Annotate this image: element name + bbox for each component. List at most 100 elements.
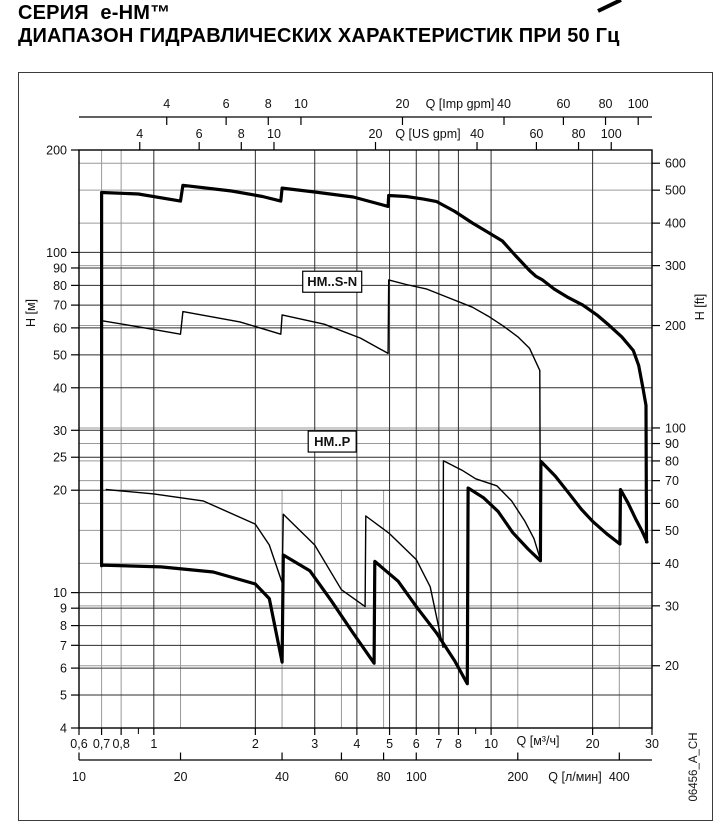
svg-text:10: 10 [484, 737, 498, 751]
svg-text:20: 20 [369, 127, 383, 141]
svg-text:30: 30 [645, 737, 659, 751]
svg-text:7: 7 [435, 737, 442, 751]
svg-text:8: 8 [238, 127, 245, 141]
envelope-curves [100, 183, 649, 686]
svg-text:Q [US gpm]: Q [US gpm] [395, 127, 460, 141]
svg-text:5: 5 [386, 737, 393, 751]
annotation-hm-p: HM..P [307, 430, 357, 453]
svg-text:400: 400 [665, 217, 686, 231]
svg-text:80: 80 [377, 770, 391, 784]
svg-text:0,8: 0,8 [112, 737, 129, 751]
svg-text:6: 6 [223, 97, 230, 111]
svg-text:3: 3 [311, 737, 318, 751]
svg-text:100: 100 [46, 246, 67, 260]
svg-text:80: 80 [665, 454, 679, 468]
curve-hm-sn-lower [101, 279, 541, 461]
svg-text:90: 90 [53, 261, 67, 275]
svg-text:20: 20 [586, 737, 600, 751]
svg-text:06456_A_CH: 06456_A_CH [688, 732, 700, 801]
svg-text:6: 6 [60, 662, 67, 676]
svg-text:6: 6 [196, 127, 203, 141]
svg-text:10: 10 [267, 127, 281, 141]
svg-text:4: 4 [60, 722, 67, 736]
svg-text:10: 10 [72, 770, 86, 784]
svg-text:500: 500 [665, 184, 686, 198]
svg-text:Q [м³/ч]: Q [м³/ч] [517, 734, 560, 748]
svg-text:4: 4 [353, 737, 360, 751]
plot-frame [78, 149, 653, 729]
svg-text:40: 40 [275, 770, 289, 784]
svg-text:0,6: 0,6 [70, 737, 87, 751]
svg-text:400: 400 [609, 770, 630, 784]
svg-text:Q [л/мин]: Q [л/мин] [548, 770, 601, 784]
svg-text:80: 80 [572, 127, 586, 141]
axis-bottom-m3h: 0,6 0,7 0,8 1 2 3 4 5 6 7 8 10 20 30 Q [м³/ч] [70, 728, 659, 751]
svg-text:40: 40 [497, 97, 511, 111]
svg-text:70: 70 [665, 474, 679, 488]
svg-text:100: 100 [628, 97, 649, 111]
svg-text:40: 40 [53, 381, 67, 395]
svg-text:30: 30 [665, 599, 679, 613]
svg-text:4: 4 [136, 127, 143, 141]
svg-text:8: 8 [455, 737, 462, 751]
svg-text:8: 8 [60, 619, 67, 633]
svg-text:4: 4 [163, 97, 170, 111]
svg-text:60: 60 [334, 770, 348, 784]
svg-text:0,7: 0,7 [93, 737, 110, 751]
curve-hm-p-upper [105, 460, 542, 649]
figure-code: 06456_A_CH [688, 732, 700, 801]
annotation-hm-s-n: HM..S-N [302, 270, 363, 293]
axis-right-h-ft: 600 500 400 300 200 100 90 80 70 60 50 40 30 20 H [ft] [652, 157, 707, 673]
svg-text:100: 100 [601, 127, 622, 141]
svg-text:9: 9 [60, 602, 67, 616]
svg-text:1: 1 [150, 737, 157, 751]
svg-text:60: 60 [529, 127, 543, 141]
svg-text:90: 90 [665, 437, 679, 451]
svg-text:20: 20 [396, 97, 410, 111]
svg-text:30: 30 [53, 424, 67, 438]
svg-text:H [ft]: H [ft] [693, 294, 707, 320]
title-line-1: СЕРИЯ e-HM™ [18, 2, 171, 24]
svg-text:5: 5 [60, 689, 67, 703]
envelope-thick-boundary [100, 183, 649, 686]
svg-text:8: 8 [265, 97, 272, 111]
svg-text:300: 300 [665, 259, 686, 273]
svg-text:7: 7 [60, 639, 67, 653]
svg-text:60: 60 [556, 97, 570, 111]
axis-top-us-gpm: 4 6 8 10 20 40 60 80 100 Q [US gpm] [136, 127, 622, 150]
svg-text:40: 40 [665, 557, 679, 571]
grid-minor-gray [79, 150, 652, 728]
svg-text:60: 60 [53, 321, 67, 335]
axis-bottom-lmin: 10 20 40 60 80 100 200 400 Q [л/мин] [72, 752, 652, 784]
svg-text:50: 50 [53, 348, 67, 362]
svg-text:70: 70 [53, 299, 67, 313]
svg-text:80: 80 [53, 279, 67, 293]
svg-text:50: 50 [665, 524, 679, 538]
svg-text:6: 6 [413, 737, 420, 751]
svg-text:60: 60 [665, 497, 679, 511]
svg-text:200: 200 [46, 144, 67, 158]
svg-text:20: 20 [665, 659, 679, 673]
page-title: СЕРИЯ e-HM™ ДИАПАЗОН ГИДРАВЛИЧЕСКИХ ХАРА… [18, 2, 620, 48]
page-artifact-mark [597, 0, 622, 13]
svg-text:H [м]: H [м] [24, 299, 38, 327]
svg-text:20: 20 [53, 484, 67, 498]
svg-text:HM..P: HM..P [314, 434, 350, 449]
svg-text:100: 100 [665, 421, 686, 435]
svg-text:40: 40 [470, 127, 484, 141]
svg-text:100: 100 [406, 770, 427, 784]
figure-border [18, 72, 713, 821]
svg-text:HM..S-N: HM..S-N [307, 274, 357, 289]
svg-text:25: 25 [53, 451, 67, 465]
svg-text:2: 2 [252, 737, 259, 751]
title-line-2: ДИАПАЗОН ГИДРАВЛИЧЕСКИХ ХАРАКТЕРИСТИК ПР… [18, 25, 620, 47]
svg-text:10: 10 [53, 586, 67, 600]
svg-text:200: 200 [507, 770, 528, 784]
svg-text:10: 10 [294, 97, 308, 111]
svg-text:80: 80 [599, 97, 613, 111]
axis-top-imp-gpm: 4 6 8 10 20 40 60 80 100 Q [Imp gpm] [79, 97, 652, 125]
svg-text:200: 200 [665, 319, 686, 333]
